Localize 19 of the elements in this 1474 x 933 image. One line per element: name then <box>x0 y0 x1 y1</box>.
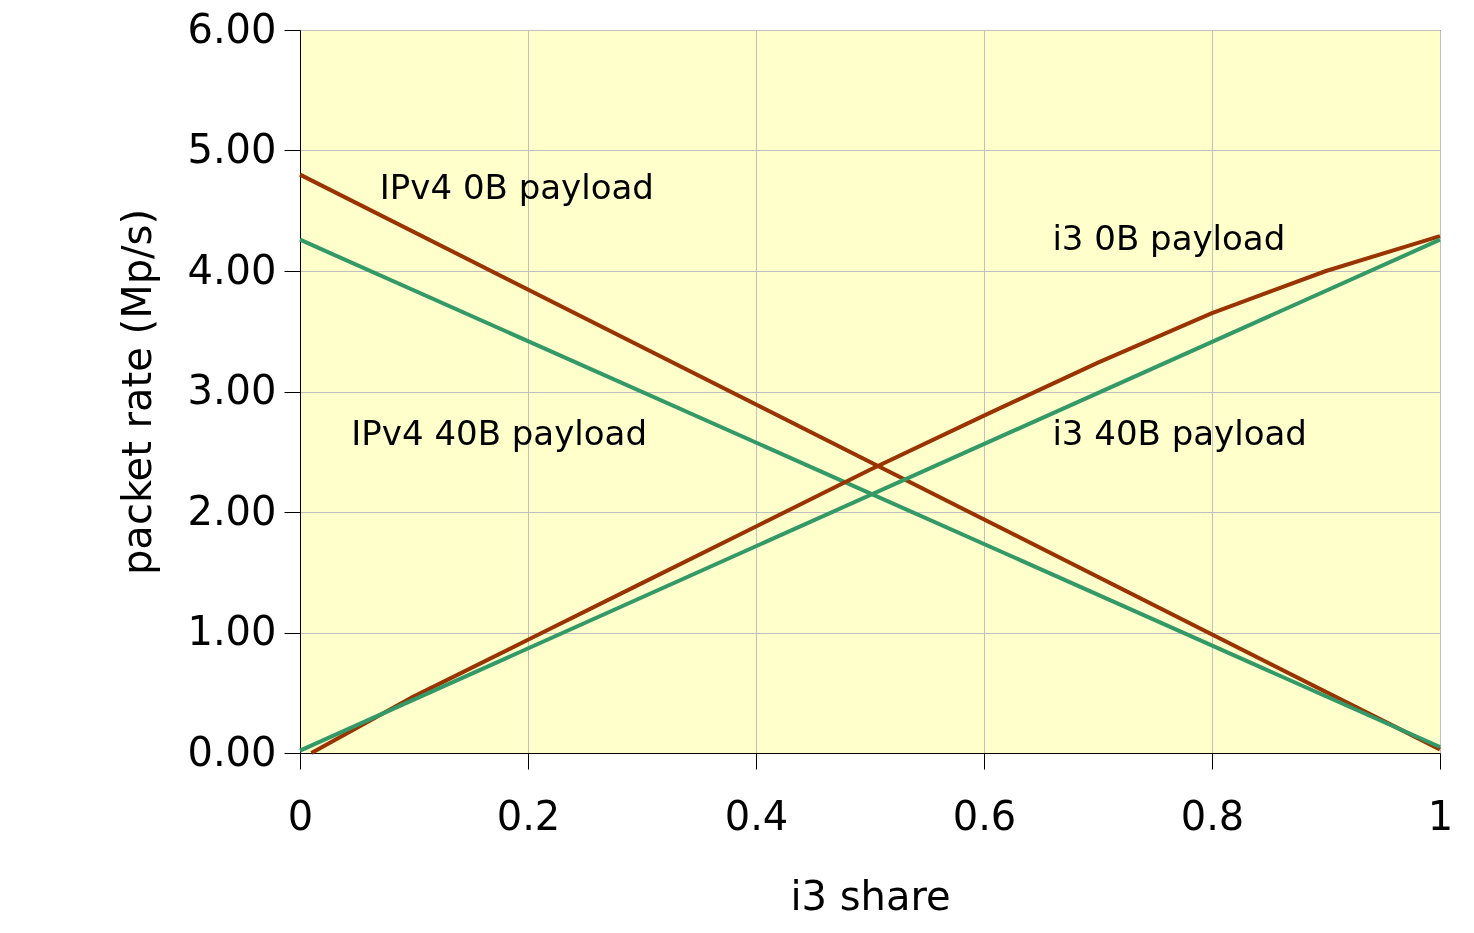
y-tick-label: 3.00 <box>187 367 277 413</box>
y-tick-label: 4.00 <box>187 246 277 293</box>
y-tick-label: 5.00 <box>187 126 277 172</box>
series-label: i3 40B payload <box>1052 412 1307 453</box>
series-label: i3 0B payload <box>1052 217 1286 258</box>
x-tick-label: 0 <box>287 792 314 839</box>
x-axis-title: i3 share <box>790 872 951 919</box>
series-label: IPv4 0B payload <box>379 167 654 208</box>
y-tick-label: 6.00 <box>187 5 277 52</box>
x-tick-label: 0.4 <box>724 792 789 839</box>
x-tick-label: 1 <box>1427 792 1454 839</box>
x-tick-label: 0.2 <box>496 792 561 839</box>
series-label: IPv4 40B payload <box>351 412 647 453</box>
y-tick-label: 0.00 <box>187 728 277 775</box>
x-tick-label: 0.8 <box>1180 792 1245 839</box>
y-tick-label: 1.00 <box>187 608 277 654</box>
y-tick-label: 2.00 <box>187 487 277 534</box>
x-tick-label: 0.6 <box>952 792 1017 839</box>
y-axis-title: packet rate (Mp/s) <box>114 208 161 576</box>
